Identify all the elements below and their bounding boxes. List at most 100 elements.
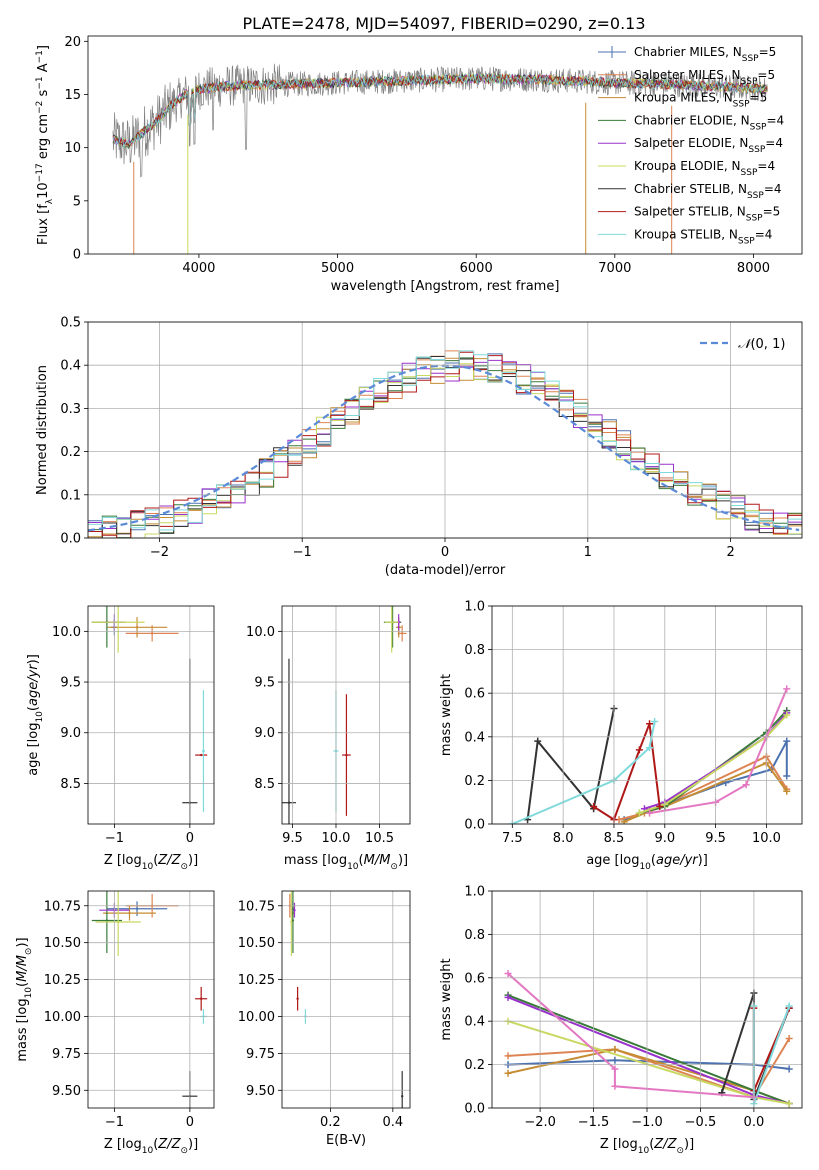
y-tick-label: 9.0 <box>60 726 81 741</box>
x-tick-label: 5000 <box>321 261 354 276</box>
series-marker-kroupa_miles <box>611 1045 619 1053</box>
legend-label-kroupa_miles: Kroupa MILES, NSSP=5 <box>634 91 767 110</box>
series-marker-kroupa_elodie <box>785 1100 793 1108</box>
x-tick-label: 2 <box>726 545 734 560</box>
legend-label-kroupa_elodie: Kroupa ELODIE, NSSP=4 <box>634 159 775 178</box>
axes-frame <box>87 321 803 539</box>
legend-label-chabrier_miles: Chabrier MILES, NSSP=5 <box>634 45 776 64</box>
point-kroupa_elodie <box>116 621 120 624</box>
series-marker-chabrier_miles <box>783 772 791 780</box>
x-tick-label: 9.0 <box>654 831 675 846</box>
x-axis-label: mass [log10(M/M⊙)] <box>284 853 408 872</box>
series-marker-salpeter_stelib <box>646 720 654 728</box>
normal-curve <box>88 364 800 532</box>
series-marker-kroupa_elodie <box>783 711 791 719</box>
series-marker-chabrier_miles <box>783 737 791 745</box>
x-tick-label: −2 <box>150 545 169 560</box>
x-axis-label: age [log10(age/yr)] <box>586 853 708 872</box>
series-marker-kroupa_miles <box>783 787 791 795</box>
y-axis-label: mass weight <box>439 958 454 1040</box>
x-tick-label: 10.0 <box>322 831 351 846</box>
legend-label-salpeter_miles: Salpeter MILES, NSSP=5 <box>634 68 775 87</box>
y-tick-label: 1.0 <box>464 600 485 615</box>
series-marker-salpeter_miles <box>504 1052 512 1060</box>
series-marker-salpeter_stelib <box>656 803 664 811</box>
point-chabrier_elodie <box>105 919 109 922</box>
y-tick-label: 0.4 <box>60 359 81 374</box>
panel-mass-vs-E-B-V-: 0.2 0.4 9.50 9.75 10.00 10.25 10.50 10.75 E(B-V) <box>238 890 411 1148</box>
y-axis-label: Flux [fλ10−17 erg cm−2 s−1 A−1] <box>35 45 55 245</box>
x-tick-label: −1 <box>105 831 124 846</box>
y-tick-label: 9.0 <box>254 726 275 741</box>
legend-label-chabrier_stelib: Chabrier STELIB, NSSP=4 <box>634 182 782 201</box>
series-line-chabrier_elodie <box>639 709 788 815</box>
y-tick-label: 20 <box>64 35 81 50</box>
y-tick-label: 0 <box>73 248 81 263</box>
series-marker-chabrier_stelib <box>534 737 542 745</box>
panel-residual-histogram: −2 −1 0 1 2 0.0 0.1 0.2 0.3 0.4 0.5 (data-model)/er… <box>35 316 803 578</box>
panel-mass-weight-vs-age: 7.5 8.0 8.5 9.0 9.5 10.0 0.0 0.2 0.4 0.6 0.8 1.0 mas… <box>439 600 803 872</box>
panel-mass-weight-vs-Z: −2.0 −1.5 −1.0 −0.5 0.0 0.0 0.2 0.4 0.6 0.8 1.0 mas… <box>439 885 803 1156</box>
figure-title: PLATE=2478, MJD=54097, FIBERID=0290, z=0… <box>242 14 645 33</box>
model-spectrum-kroupa_stelib <box>112 73 768 148</box>
series-marker-pink <box>646 809 654 817</box>
x-tick-label: 0.2 <box>320 1115 341 1130</box>
y-tick-label: 8.5 <box>60 777 81 792</box>
legend-label-salpeter_elodie: Salpeter ELODIE, NSSP=4 <box>634 136 783 155</box>
y-tick-label: 0.2 <box>464 774 485 789</box>
point-kroupa_elodie <box>390 621 393 624</box>
point-kroupa_miles <box>128 911 131 915</box>
series-marker-chabrier_miles <box>611 1056 619 1064</box>
series-marker-pink <box>611 1065 619 1073</box>
series-line-kroupa_stelib <box>752 1005 791 1105</box>
series-marker-kroupa_miles <box>620 818 628 824</box>
x-tick-label: 0 <box>441 545 449 560</box>
x-axis-label: Z [log10(Z/Z⊙)] <box>104 1137 198 1156</box>
y-tick-label: 8.5 <box>254 777 275 792</box>
series-marker-salpeter_elodie <box>504 993 512 1001</box>
y-axis-label: mass weight <box>439 674 454 756</box>
y-tick-label: 0.2 <box>60 445 81 460</box>
series-marker-kroupa_miles <box>504 1069 512 1077</box>
x-tick-label: 10.5 <box>365 831 394 846</box>
x-axis-label: (data-model)/error <box>385 563 506 578</box>
axes-frame <box>87 890 215 1109</box>
x-tick-label: 8.5 <box>604 831 625 846</box>
x-axis-label: Z [log10(Z/Z⊙)] <box>104 853 198 872</box>
y-tick-label: 0.6 <box>464 971 485 986</box>
spectrum-legend: Chabrier MILES, NSSP=5 Salpeter MILES, NS… <box>598 45 784 246</box>
y-tick-label: 0.5 <box>60 316 81 331</box>
y-tick-label: 10.75 <box>44 899 81 914</box>
x-tick-label: 8.0 <box>553 831 574 846</box>
y-tick-label: 15 <box>64 88 81 103</box>
y-tick-label: 5 <box>73 194 81 209</box>
y-tick-label: 10.0 <box>246 625 275 640</box>
y-tick-label: 0.0 <box>464 1102 485 1117</box>
plot-area <box>504 969 793 1108</box>
axes-frame <box>281 890 411 1109</box>
y-tick-label: 10.00 <box>238 1010 275 1025</box>
x-tick-label: 1 <box>584 545 592 560</box>
series-marker-chabrier_miles <box>785 1065 793 1073</box>
legend-label-chabrier_elodie: Chabrier ELODIE, NSSP=4 <box>634 113 784 132</box>
y-axis-label: Normed distribution <box>35 365 50 495</box>
y-tick-label: 10 <box>64 141 81 156</box>
x-tick-label: −1.0 <box>631 1115 663 1130</box>
point-salpeter_miles <box>400 632 404 635</box>
x-tick-label: 0.0 <box>744 1115 765 1130</box>
x-tick-label: −0.5 <box>685 1115 717 1130</box>
point-salpeter_stelib <box>345 753 348 757</box>
point-kroupa_elodie <box>290 920 293 924</box>
y-tick-label: 10.25 <box>44 973 81 988</box>
series-marker-kroupa_stelib <box>785 1002 793 1010</box>
y-tick-label: 0.6 <box>464 687 485 702</box>
plot-area <box>508 685 791 824</box>
y-tick-label: 0.8 <box>464 643 485 658</box>
legend-label-salpeter_stelib: Salpeter STELIB, NSSP=5 <box>634 205 780 224</box>
axes-frame <box>87 35 803 255</box>
point-chabrier_stelib <box>400 1094 404 1098</box>
y-tick-label: 9.75 <box>246 1047 275 1062</box>
y-tick-label: 0.4 <box>464 1015 485 1030</box>
y-tick-label: 10.25 <box>238 973 275 988</box>
